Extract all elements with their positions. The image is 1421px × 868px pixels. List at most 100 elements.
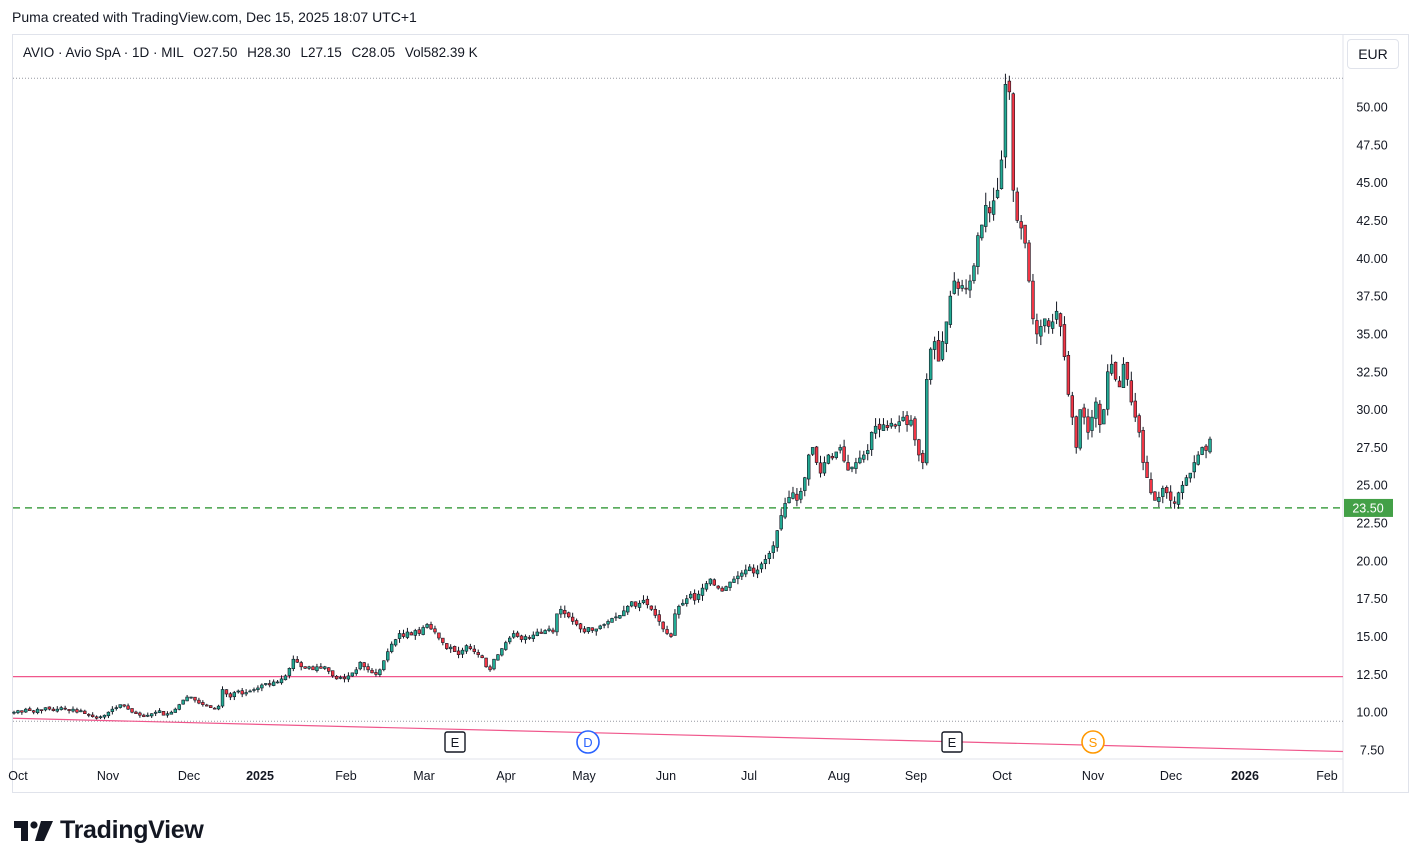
candle — [692, 589, 697, 605]
candle — [1098, 400, 1102, 433]
candle — [838, 444, 842, 454]
candle — [976, 232, 980, 275]
candle — [688, 591, 693, 600]
candle — [1184, 474, 1189, 487]
candle — [700, 583, 705, 601]
candle — [696, 590, 701, 603]
candle — [1145, 455, 1149, 478]
price-tick-label: 17.50 — [1356, 592, 1387, 606]
candle — [657, 610, 661, 626]
candle — [999, 150, 1004, 190]
time-tick-label: 2026 — [1231, 769, 1259, 783]
candle — [354, 667, 358, 676]
time-tick-label: Oct — [8, 769, 28, 783]
candle — [1204, 444, 1208, 459]
candle — [972, 263, 976, 284]
price-tick-label: 12.50 — [1356, 668, 1387, 682]
candle — [728, 581, 732, 591]
event-marker-e[interactable]: E — [941, 731, 963, 753]
candle — [228, 692, 233, 701]
candle — [1007, 75, 1012, 100]
open-label: O — [193, 45, 204, 60]
candle — [110, 706, 115, 715]
candle — [708, 578, 713, 586]
event-marker-d[interactable]: D — [576, 730, 600, 754]
candle — [511, 630, 516, 639]
candle — [1109, 354, 1114, 376]
candle — [1054, 301, 1059, 325]
candle — [964, 279, 968, 295]
candle — [51, 707, 56, 712]
candle — [480, 654, 484, 659]
candle — [63, 705, 67, 711]
candle — [921, 450, 925, 470]
candle — [858, 450, 862, 465]
candle — [614, 612, 618, 621]
trend-line[interactable] — [12, 717, 1344, 753]
candle — [79, 708, 83, 713]
candle — [1090, 409, 1094, 438]
symbol-title[interactable]: AVIO · Avio SpA · 1D · MIL — [23, 45, 184, 60]
candle — [1023, 224, 1027, 249]
chart-frame[interactable] — [12, 34, 1409, 793]
candle — [358, 661, 362, 671]
candle — [747, 564, 752, 572]
candle — [665, 625, 669, 636]
tradingview-logo[interactable]: TradingView — [14, 816, 204, 845]
candle — [854, 457, 858, 474]
candle — [810, 447, 815, 456]
candle — [437, 632, 441, 641]
candle — [307, 665, 311, 670]
time-axis-ticks: Oct Nov Dec 2025 Feb Mar Apr May Jun Jul Aug Sep Oct… — [8, 769, 1338, 783]
candle — [897, 415, 901, 433]
candle — [681, 599, 685, 607]
candle — [881, 418, 886, 431]
candle — [201, 700, 205, 707]
candle — [236, 689, 240, 694]
candle — [1058, 312, 1063, 337]
candle — [382, 660, 386, 672]
event-marker-e[interactable]: E — [444, 731, 466, 753]
support-price-label: 23.50 — [1344, 498, 1393, 517]
event-marker-s[interactable]: S — [1081, 730, 1105, 754]
time-tick-label: Feb — [1316, 769, 1338, 783]
candle — [724, 585, 728, 592]
candle — [83, 709, 87, 714]
candle — [531, 631, 536, 642]
candle — [543, 629, 547, 635]
candle — [193, 696, 197, 703]
time-tick-label: Aug — [828, 769, 850, 783]
candle — [842, 439, 846, 463]
candle — [940, 331, 945, 362]
candle — [24, 707, 28, 713]
candle — [936, 330, 941, 362]
candle — [633, 601, 638, 609]
candle — [649, 605, 654, 611]
candle — [106, 711, 111, 719]
time-tick-label: Apr — [496, 769, 515, 783]
candle — [807, 453, 811, 486]
candle — [669, 632, 673, 638]
candle — [606, 619, 610, 629]
candle — [1102, 408, 1106, 425]
candle — [500, 648, 504, 657]
candle — [645, 595, 650, 609]
candle — [1082, 403, 1086, 425]
candle — [925, 373, 929, 466]
currency-button[interactable]: EUR — [1347, 39, 1399, 69]
time-tick-label: Nov — [97, 769, 120, 783]
candle — [602, 623, 606, 629]
candle — [826, 453, 831, 465]
candle — [862, 450, 866, 463]
candle — [1168, 485, 1173, 508]
candle — [1137, 413, 1141, 438]
candle — [429, 621, 433, 630]
candle — [834, 451, 838, 460]
candle — [1180, 481, 1185, 500]
low-label: L — [300, 45, 308, 60]
candle — [98, 715, 103, 720]
candle — [1192, 455, 1196, 479]
candle — [409, 631, 414, 636]
